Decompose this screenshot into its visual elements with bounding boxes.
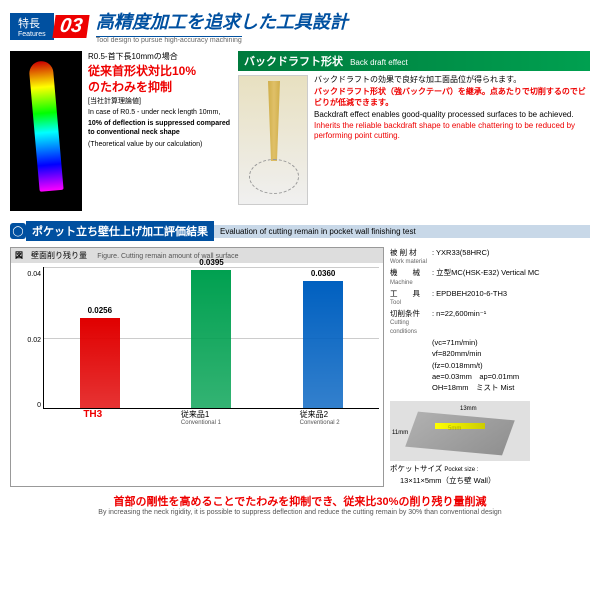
- condition-extra: (vc=71m/min)vf=820mm/min(fz=0.018mm/t)ae…: [390, 337, 590, 393]
- bars-container: 0.0256 0.0395 0.0360: [44, 267, 379, 408]
- dim-2: 11mm: [392, 429, 408, 438]
- ytick: 0.04: [15, 271, 41, 278]
- backdraft-body: バックドラフトの効果で良好な加工面品位が得られます。 バックドラフト形状（強バッ…: [238, 75, 590, 205]
- note: [当社計算理論値]: [88, 97, 230, 106]
- tab-jp: 特長: [18, 18, 40, 30]
- cond-extra-line: ae=0.03mm ap=0.01mm: [432, 371, 590, 382]
- cond-extra-line: vf=820mm/min: [432, 348, 590, 359]
- content-row-1: R0.5-首下長10mmの場合 従来首形状対比10% のたわみを抑制 [当社計算…: [10, 51, 590, 211]
- tool-tip-circle: [249, 159, 299, 194]
- bar-0: 0.0256: [80, 318, 120, 408]
- chart-box: 図 壁面削り残り量 Figure. Cutting remain amount …: [10, 247, 384, 487]
- dim-3: 5mm: [448, 425, 461, 434]
- bar-value: 0.0256: [80, 306, 120, 315]
- cond-row: 工 具Tool: EPDBEH2010-6-TH3: [390, 288, 590, 308]
- pocket-jp: ポケットサイズ: [390, 464, 442, 473]
- deflection-text: R0.5-首下長10mmの場合 従来首形状対比10% のたわみを抑制 [当社計算…: [88, 51, 230, 211]
- backdraft-block: バックドラフト形状 Back draft effect バックドラフトの効果で良…: [238, 51, 590, 211]
- red-headline-1: 従来首形状対比10%: [88, 64, 230, 80]
- cond-extra-line: (fz=0.018mm/t): [432, 360, 590, 371]
- bottom-red: 首部の剛性を高めることでたわみを抑制でき、従来比30%の削り残り量削減: [10, 493, 590, 509]
- cond-row: 被 削 材Work material: YXR33(58HRC): [390, 247, 590, 267]
- x-labels: TH3 従来品1Conventional 1 従来品2Conventional 2: [44, 409, 379, 426]
- bar-value: 0.0360: [303, 269, 343, 278]
- feature-number: 03: [52, 15, 89, 38]
- x-label: 従来品1Conventional 1: [181, 409, 221, 426]
- bar-2: 0.0360: [303, 281, 343, 408]
- r-red: バックドラフト形状（強バックテーパ）を継承。点あたりで切削するのでビビりが低減で…: [314, 87, 590, 108]
- ytick: 0: [15, 402, 41, 409]
- section-header: 特長 Features 03 高精度加工を追求した工具設計 Tool desig…: [10, 8, 600, 45]
- section-bar: ◯ ポケット立ち壁仕上げ加工評価結果 Evaluation of cutting…: [10, 221, 590, 241]
- pocket-en: Pocket size :: [444, 467, 478, 473]
- gbar-jp: バックドラフト形状: [244, 56, 343, 68]
- en-3: (Theoretical value by our calculation): [88, 140, 230, 149]
- chart-row: 図 壁面削り残り量 Figure. Cutting remain amount …: [10, 247, 590, 487]
- title-jp: 高精度加工を追求した工具設計: [96, 8, 348, 34]
- bar-value: 0.0395: [191, 258, 231, 267]
- cond-extra-line: OH=18mm ミスト Mist: [432, 382, 590, 393]
- dim-1: 13mm: [460, 405, 477, 414]
- bullet-icon: ◯: [10, 223, 26, 239]
- condition-rows: 被 削 材Work material: YXR33(58HRC)機 械Machi…: [390, 247, 590, 337]
- caption: R0.5-首下長10mmの場合: [88, 51, 230, 62]
- bar-chart: 0.04 0.02 0 0.0256 0.0395 0.0360 TH3 従来品1Co…: [11, 263, 383, 433]
- x-label: TH3: [83, 409, 102, 426]
- red-headline-2: のたわみを抑制: [88, 80, 230, 96]
- cond-extra-line: (vc=71m/min): [432, 337, 590, 348]
- ch-jp: 壁面削り残り量: [31, 251, 87, 260]
- cond-row: 切削条件Cutting conditions: n=22,600min⁻¹: [390, 308, 590, 337]
- pocket-val: 13×11×5mm（立ち壁 Wall）: [390, 476, 495, 485]
- sec-en: Evaluation of cutting remain in pocket w…: [214, 225, 590, 238]
- bar-1: 0.0395: [191, 270, 231, 408]
- ytick: 0.02: [15, 337, 41, 344]
- pocket-block: 13mm 11mm 5mm ポケットサイズ Pocket size : 13×1…: [390, 401, 590, 486]
- bottom-message: 首部の剛性を高めることでたわみを抑制でき、従来比30%の削り残り量削減 By i…: [10, 493, 590, 516]
- en-1: In case of R0.5 - under neck length 10mm…: [88, 108, 230, 117]
- pocket-diagram: 13mm 11mm 5mm: [390, 401, 530, 461]
- r-en1: Backdraft effect enables good-quality pr…: [314, 110, 590, 120]
- plot-area: 0.02560.03950.0360 TH3従来品1Conventional 1…: [43, 267, 379, 409]
- gbar-en: Back draft effect: [350, 58, 408, 67]
- tool-image: [238, 75, 308, 205]
- title-en: Tool design to pursue high-accuracy mach…: [96, 36, 242, 44]
- tool-shape: [259, 81, 289, 161]
- cond-row: 機 械Machine: 立型MC(HSK-E32) Vertical MC: [390, 267, 590, 287]
- tab-en: Features: [18, 31, 46, 38]
- backdraft-text: バックドラフトの効果で良好な加工面品位が得られます。 バックドラフト形状（強バッ…: [314, 75, 590, 205]
- simulation-image: [10, 51, 82, 211]
- r-jp1: バックドラフトの効果で良好な加工面品位が得られます。: [314, 75, 590, 85]
- thermal-gradient: [28, 60, 63, 192]
- feature-tab: 特長 Features: [10, 13, 54, 40]
- r-en2: Inherits the reliable backdraft shape to…: [314, 121, 590, 142]
- deflection-block: R0.5-首下長10mmの場合 従来首形状対比10% のたわみを抑制 [当社計算…: [10, 51, 230, 211]
- title-block: 高精度加工を追求した工具設計 Tool design to pursue hig…: [96, 8, 348, 45]
- green-bar: バックドラフト形状 Back draft effect: [238, 51, 590, 71]
- conditions-box: 被 削 材Work material: YXR33(58HRC)機 械Machi…: [390, 247, 590, 487]
- bottom-en: By increasing the neck rigidity, it is p…: [10, 509, 590, 516]
- sec-jp: ポケット立ち壁仕上げ加工評価結果: [26, 221, 214, 241]
- x-label: 従来品2Conventional 2: [300, 409, 340, 426]
- y-axis: 0.04 0.02 0: [15, 267, 43, 429]
- en-2: 10% of deflection is suppressed compared…: [88, 119, 230, 137]
